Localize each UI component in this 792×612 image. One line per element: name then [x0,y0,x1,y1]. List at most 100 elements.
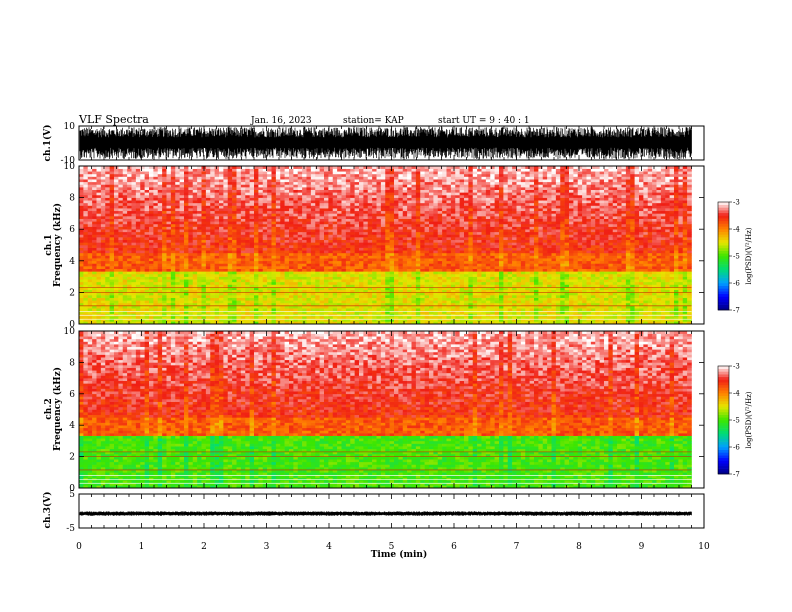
ch1-spec-cell [79,273,84,277]
ch1-spec-cell [140,289,145,293]
ch1-spec-cell [267,279,272,283]
ch1-spec-cell [170,218,176,222]
ch1-spec-cell [131,208,137,212]
ch1-spec-cell [319,266,325,269]
ch1-spec-cell [407,189,412,193]
ch1-spec-cell [114,245,119,248]
ch1-spec-cell [433,287,439,291]
ch1-spec-cell [219,308,224,312]
ch1-spec-cell [210,273,215,277]
ch1-spec-cell [232,258,237,262]
ch1-spec-cell [227,192,233,196]
ch1-spec-cell [350,242,355,246]
ch1-spec-cell [315,187,320,190]
ch1-spec-cell [350,179,355,183]
ch1-spec-cell [135,229,141,233]
ch1-spec-cell [201,194,207,198]
ch1-spec-cell [424,300,430,304]
ch1-spec-cell [214,176,220,180]
ch1-spec-cell [79,260,84,264]
ch1-spec-cell [341,271,347,275]
ch1-spec-cell [175,210,180,214]
ch1-spec-cell [310,245,316,248]
ch1-spec-cell [315,302,320,306]
ch1-spec-cell [254,271,259,275]
ch1-spec-cell [372,321,377,325]
ch1-spec-cell [389,189,395,193]
ch1-spec-cell [223,205,229,209]
ch1-spec-cell [96,192,102,196]
ch1-spec-cell [389,316,395,320]
ch1-spec-cell [420,247,425,251]
ch1-spec-cell [87,310,93,314]
ch1-spec-cell [192,187,198,190]
ch1-spec-cell [131,181,137,185]
ch1-spec-cell [175,245,180,248]
ch1-spec-cell [398,284,404,288]
ch1-spec-cell [315,318,320,322]
ch1-spec-cell [385,242,390,246]
ch1-spec-cell [367,268,373,272]
ch1-spec-cell [249,289,255,293]
ch1-spec-cell [415,245,421,248]
ch1-spec-cell [415,229,421,233]
ch1-spec-cell [424,231,430,235]
ch1-spec-cell [201,300,207,304]
ch1-spec-cell [367,263,373,267]
ch1-spec-cell [302,229,307,233]
ch1-spec-cell [429,281,434,285]
ch1-spec-cell [372,229,377,233]
ch1-spec-cell [232,197,237,201]
ch1-spec-cell [109,302,115,306]
ch1-spec-cell [267,210,272,214]
ch1-spec-cell [380,213,386,217]
ch1-spec-cell [192,258,198,262]
ch1-spec-cell [372,271,377,275]
ch1-spec-cell [415,187,421,190]
ch1-spec-cell [188,200,194,204]
ch1-spec-cell [324,260,329,264]
ch1-spec-cell [354,258,360,262]
ch1-spec-cell [105,308,110,312]
ch1-spec-cell [219,250,224,254]
ch1-spec-cell [394,273,399,277]
ch1-spec-cell [153,194,159,198]
ch1-spec-cell [100,247,106,251]
ch1-spec-cell [324,302,329,306]
ch1-spec-cell [271,173,277,177]
ch1-spec-cell [293,276,299,280]
ch1-spec-cell [227,295,233,298]
ch1-spec-cell [424,310,430,314]
ch1-spec-cell [166,216,172,219]
ch1-spec-cell [96,245,102,248]
ch1-spec-cell [429,295,434,298]
ch1-spec-cell [96,226,102,230]
ch1-spec-cell [175,221,180,225]
ch1-spec-cell [135,205,141,209]
ch1-spec-cell [284,213,290,217]
ch1-spec-cell [280,208,285,212]
ch1-spec-cell [359,281,364,285]
ch1-spec-cell [114,295,119,298]
ch1-spec-cell [153,213,159,217]
ch1-spec-cell [149,229,154,233]
ch1-spec-cell [359,292,364,296]
ch1-spec-cell [96,316,102,320]
ch1-spec-cell [411,247,417,251]
ch1-spec-cell [341,252,347,256]
ch1-spec-cell [162,229,167,233]
ch1-spec-cell [258,321,264,325]
ch1-spec-cell [280,302,285,306]
ch1-spec-cell [157,166,163,169]
ch1-spec-cell [118,184,124,188]
ch1-spec-cell [359,234,364,238]
ch1-spec-cell [398,205,404,209]
ch1-spec-cell [170,205,176,209]
ch1-spec-cell [162,194,167,198]
ch1-spec-cell [140,205,145,209]
ch1-spec-cell [140,271,145,275]
ch1-spec-cell [297,226,303,230]
ch1-spec-cell [201,266,207,269]
ch1-spec-cell [118,242,124,246]
ch1-spec-cell [372,258,377,262]
